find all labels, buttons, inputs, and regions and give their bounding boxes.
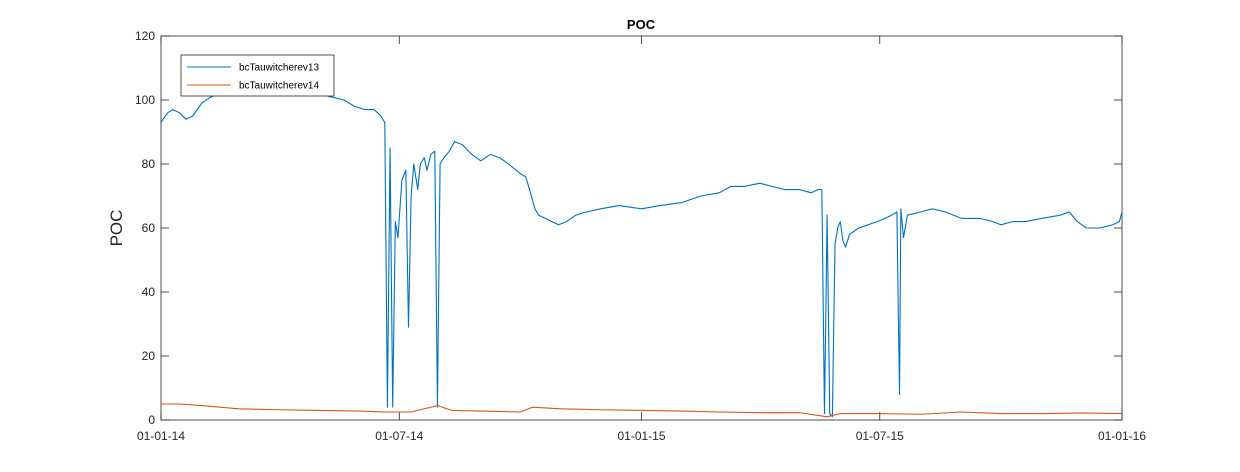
series-layer bbox=[160, 89, 1123, 418]
y-tick-label-20: 20 bbox=[142, 349, 156, 363]
x-tick-label-1: 01-07-14 bbox=[375, 429, 423, 443]
series-line-bcTauwitcherev13 bbox=[160, 89, 1123, 418]
series-line-bcTauwitcherev14 bbox=[161, 403, 1123, 418]
chart-title: POC bbox=[627, 17, 656, 32]
y-tick-label-80: 80 bbox=[142, 157, 156, 171]
y-tick-label-100: 100 bbox=[135, 93, 155, 107]
x-tick-label-0: 01-01-14 bbox=[137, 429, 185, 443]
x-tick-label-3: 01-07-15 bbox=[856, 429, 904, 443]
y-tick-label-40: 40 bbox=[142, 285, 156, 299]
x-tick-label-4: 01-01-16 bbox=[1098, 429, 1146, 443]
y-axis-label: POC bbox=[107, 210, 126, 247]
legend-box bbox=[180, 54, 335, 97]
legend-label-bcTauwitcherev14: bcTauwitcherev14 bbox=[239, 81, 319, 92]
y-tick-label-60: 60 bbox=[142, 221, 156, 235]
legend-label-bcTauwitcherev13: bcTauwitcherev13 bbox=[239, 63, 319, 74]
x-tick-label-2: 01-01-15 bbox=[617, 429, 665, 443]
y-tick-label-0: 0 bbox=[148, 413, 155, 427]
legend: bcTauwitcherev13 bcTauwitcherev14 bbox=[180, 54, 335, 97]
axis-ticks: 0 20 40 60 80 100 120 01-01-14 01-07-14 01-01-15 0… bbox=[135, 29, 1146, 443]
y-tick-label-120: 120 bbox=[135, 29, 155, 43]
plot-area bbox=[160, 35, 1123, 421]
